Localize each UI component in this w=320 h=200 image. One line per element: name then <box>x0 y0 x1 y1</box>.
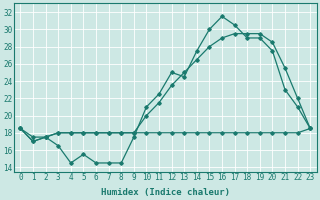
X-axis label: Humidex (Indice chaleur): Humidex (Indice chaleur) <box>101 188 230 197</box>
